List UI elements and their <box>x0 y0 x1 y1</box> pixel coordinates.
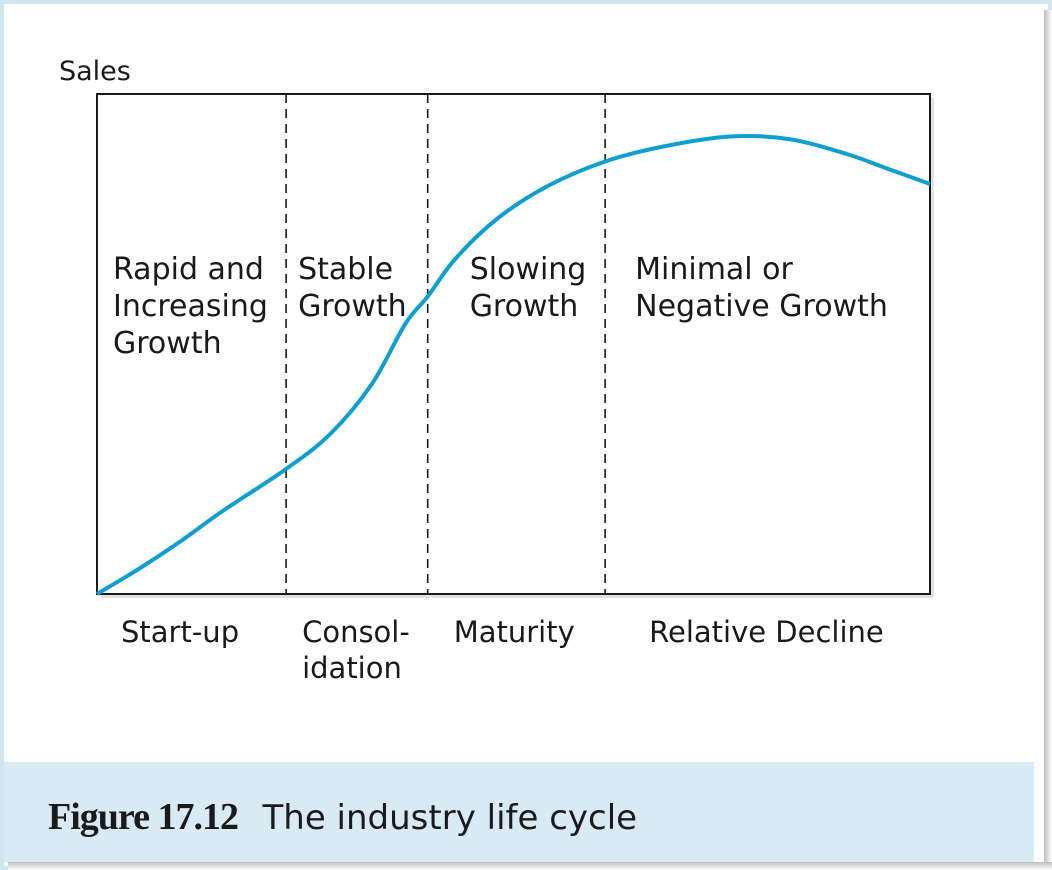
stage-4-growth-label-line-1: Minimal or <box>635 252 793 287</box>
sales-curve <box>95 133 931 596</box>
stage-2-name-line-2: idation <box>302 651 402 685</box>
stage-1-name-line-1: Start-up <box>121 615 239 649</box>
stage-2-growth-label-line-1: Stable <box>298 252 393 287</box>
caption-title: The industry life cycle <box>262 798 638 838</box>
caption-figure-number: Figure 17.12 <box>48 796 239 838</box>
caption-band <box>4 762 1034 862</box>
stage-4-growth-label-line-2: Negative Growth <box>635 289 888 324</box>
stage-2-growth-label-line-2: Growth <box>298 289 407 324</box>
figure-caption: Figure 17.12 The industry life cycle <box>48 795 637 845</box>
stage-3-name-line-1: Maturity <box>454 615 575 649</box>
plot-frame <box>96 93 931 595</box>
figure-shadow-bottom <box>8 862 1052 870</box>
stage-3-growth-label-line-1: Slowing <box>470 252 587 287</box>
stage-2-name-line-1: Consol- <box>302 615 410 649</box>
stage-1-growth-label-line-3: Growth <box>113 326 222 361</box>
stage-4-name-line-1: Relative Decline <box>649 615 884 649</box>
stage-3-growth-label-line-2: Growth <box>470 289 579 324</box>
stage-1-growth-label-line-2: Increasing <box>113 289 268 324</box>
y-axis-label: Sales <box>59 56 131 87</box>
figure-shadow-right <box>1044 10 1052 870</box>
stage-1-growth-label-line-1: Rapid and <box>113 252 264 287</box>
